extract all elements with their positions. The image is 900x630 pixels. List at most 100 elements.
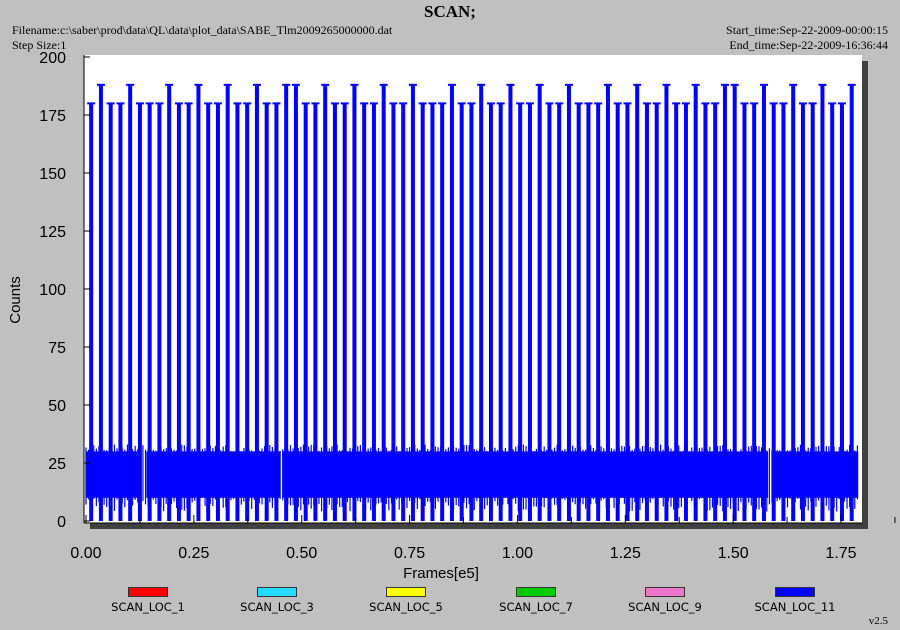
step-size-label: Step Size:1 [12,38,67,52]
scan-spike [274,103,279,522]
legend-swatch [645,587,685,597]
scan-spike [752,103,757,522]
scan-spike [225,84,230,521]
scan-spike [498,103,503,522]
scan-spike [722,84,727,521]
scan-spike [186,103,191,522]
scan-spike [683,103,688,522]
scan-spike [215,103,220,522]
scan-spike [401,103,406,522]
legend-swatch [128,587,168,597]
legend-swatch [257,587,297,597]
end-time-label: End_time:Sep-22-2009-16:36:44 [729,38,888,52]
scan-spike [596,103,601,522]
scan-spike [537,84,542,521]
scan-spike [839,103,844,522]
scan-spike [352,84,357,521]
scan-spike [625,103,630,522]
scan-spike [440,103,445,522]
scan-spike [128,84,133,521]
scan-spike [137,103,142,522]
legend-swatch [516,587,556,597]
scan-spike [313,103,318,522]
axis-layer: 0 25 50 75 100 125 150 175 200 0.00 0.25 0.50 0.75 1.… [39,50,896,562]
scan-spike [362,103,367,522]
scan-spike [157,103,162,522]
scan-spike [98,84,103,521]
scan-spike [235,103,240,522]
start-time-label: Start_time:Sep-22-2009-00:00:15 [726,23,888,37]
scan-spike [849,84,854,521]
x-tick-label: 1.75 [825,545,856,562]
scan-spike [254,84,259,521]
scan-spike [332,103,337,522]
scan-spike [518,103,523,522]
x-axis-label: Frames[e5] [403,565,479,582]
filename-label: Filename:c:\saber\prod\data\QL\data\plot… [12,23,393,37]
scan-spike [644,103,649,522]
scan-spike [167,84,172,521]
scan-spike [342,103,347,522]
y-tick-label: 25 [48,456,66,473]
scan-spike [508,84,513,521]
scan-spike [293,84,298,521]
legend-swatch [775,587,815,597]
y-tick-label: 100 [39,282,66,299]
scan-spike [635,84,640,521]
scan-spike [761,84,766,521]
scan-spike [479,84,484,521]
legend-swatch [386,587,426,597]
scan-spike [605,84,610,521]
scan-spike [527,103,532,522]
y-tick-label: 75 [48,340,66,357]
scan-spike [810,103,815,522]
scan-spike [488,103,493,522]
scan-spike [176,103,181,522]
scan-spike [566,84,571,521]
legend-label: SCAN_LOC_1 [111,600,185,614]
scan-spike [420,103,425,522]
scan-spike [264,103,269,522]
x-tick-label: 0.50 [286,545,317,562]
y-tick-label: 50 [48,398,66,415]
y-tick-label: 175 [39,108,66,125]
scan-spike [576,103,581,522]
scan-spike [459,103,464,522]
scan-spike [664,84,669,521]
scan-spike [108,103,113,522]
scan-spike [381,84,386,521]
chart-title: SCAN; [424,2,476,21]
y-axis-label: Counts [7,276,24,324]
scan-spike [781,103,786,522]
legend-label: SCAN_LOC_7 [499,600,573,614]
x-tick-label: 0.25 [178,545,209,562]
scan-spike [391,103,396,522]
scan-spike [713,103,718,522]
legend-label: SCAN_LOC_3 [240,600,314,614]
scan-spike [469,103,474,522]
scan-spike [449,84,454,521]
scan-spike [703,103,708,522]
x-tick-label: 1.25 [610,545,641,562]
scan-spike [830,103,835,522]
scan-spike [147,103,152,522]
scan-spike [654,103,659,522]
scan-spike [791,84,796,521]
y-tick-label: 150 [39,166,66,183]
scan-spike [820,84,825,521]
scan-spike [742,103,747,522]
y-tick-label: 0 [57,514,66,531]
scan-spike [557,103,562,522]
scan-spike [674,103,679,522]
x-tick-label: 1.50 [718,545,749,562]
legend-label: SCAN_LOC_5 [369,600,443,614]
scan-spike [245,103,250,522]
y-tick-label: 125 [39,224,66,241]
scan-spike [771,103,776,522]
x-tick-label: 0.75 [394,545,425,562]
legend-label: SCAN_LOC_11 [754,600,836,614]
scan-spike [430,103,435,522]
scan-spike [371,103,376,522]
version-label: v2.5 [868,615,888,627]
x-tick-label: 1.00 [502,545,533,562]
